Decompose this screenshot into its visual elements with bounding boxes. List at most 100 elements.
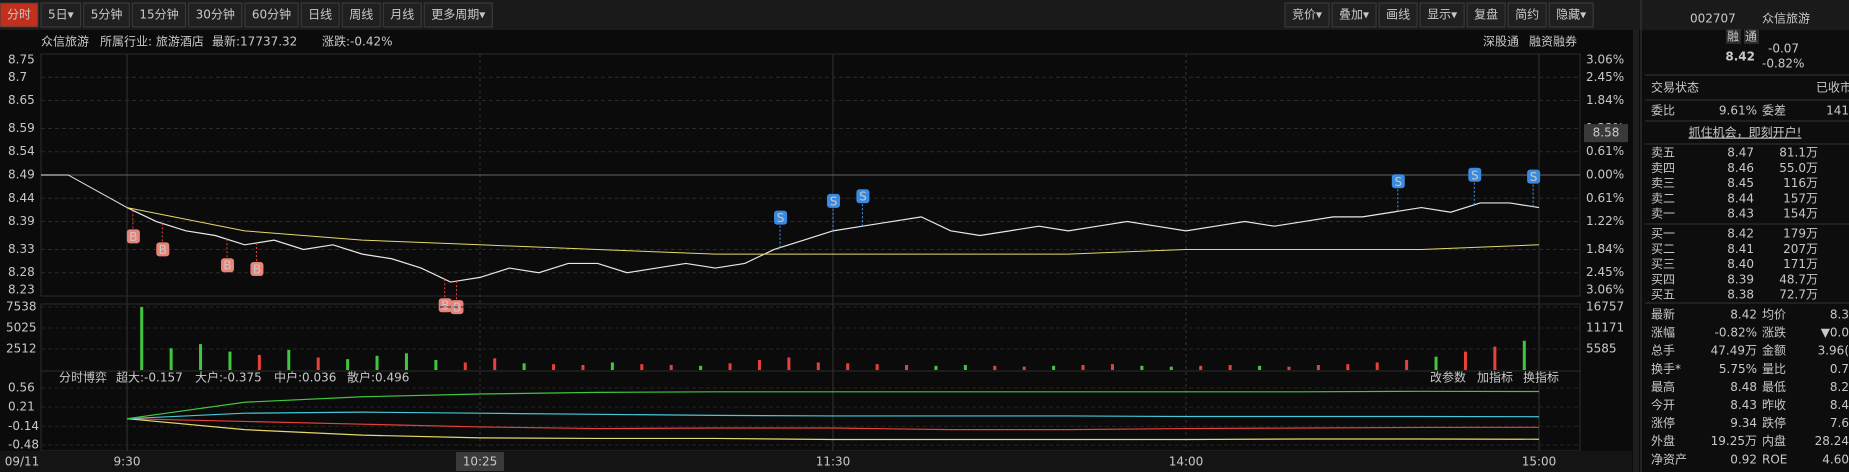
flow-button[interactable]: 换指标 — [1523, 370, 1559, 385]
tab[interactable] — [1419, 2, 1465, 28]
tab-label[interactable]: 月线 — [390, 8, 414, 22]
book-volume: 81.1万 — [1779, 146, 1818, 160]
tab[interactable] — [1548, 2, 1594, 28]
stat-label: 今开 — [1651, 397, 1675, 412]
tab[interactable] — [40, 2, 82, 28]
link[interactable]: 融资融券 — [1529, 34, 1577, 49]
volume-bar — [1228, 364, 1232, 370]
time-label: 9:30 — [114, 455, 141, 469]
tab[interactable] — [1378, 2, 1418, 28]
tab-label[interactable]: 5分钟 — [91, 7, 123, 22]
flow-button[interactable]: 加指标 — [1477, 370, 1513, 385]
avg-line — [126, 207, 1540, 255]
tab-label[interactable]: 显示▾ — [1427, 8, 1457, 22]
volume-bar — [757, 359, 761, 370]
tab[interactable] — [0, 2, 39, 28]
link[interactable]: 深股通 — [1483, 35, 1519, 49]
cursor-label: 8.58 — [1593, 126, 1620, 140]
price-tick-label: 8.49 — [8, 168, 35, 182]
book-volume: 48.7万 — [1779, 272, 1818, 286]
volume-bar — [581, 364, 585, 370]
tab[interactable] — [1507, 2, 1547, 28]
index-latest: 最新:17737.32 — [212, 34, 297, 49]
tab-label[interactable]: 竞价▾ — [1292, 8, 1322, 22]
tab-label[interactable]: 复盘 — [1474, 7, 1498, 22]
flow-legend: 超大:-0.157 — [116, 370, 183, 385]
scroll-strip — [1633, 30, 1639, 472]
volume-bar — [1346, 364, 1350, 370]
volume-right-tick-label: 16757 — [1586, 300, 1624, 314]
volume-bar — [434, 359, 438, 370]
status: 已收市 — [1816, 80, 1849, 95]
tab[interactable] — [244, 2, 299, 28]
stat-value: 0.7 — [1830, 362, 1849, 376]
status-label: 交易状态 — [1651, 80, 1699, 95]
time-axis-bg — [0, 451, 1632, 472]
tab[interactable] — [1331, 2, 1377, 28]
stat-label: 内盘 — [1762, 433, 1786, 448]
trade-marker-label: S — [859, 190, 867, 204]
promo[interactable]: 抓住机会，即刻开户! — [1689, 125, 1802, 140]
flow-legend: 中户:0.036 — [274, 370, 336, 385]
stat-label: 量比 — [1762, 362, 1786, 376]
book-price: 8.47 — [1727, 146, 1754, 160]
flow-tick-label: -0.48 — [8, 438, 39, 452]
tab[interactable] — [1284, 2, 1330, 28]
tab-label[interactable]: 更多周期▾ — [431, 8, 485, 22]
prev-close-segment — [41, 174, 128, 209]
book-label: 买五 — [1651, 288, 1675, 302]
volume-bar — [287, 349, 291, 370]
pct-tick-label: 0.00% — [1586, 168, 1624, 182]
flow-line — [126, 418, 1540, 431]
book-volume: 207万 — [1783, 242, 1818, 256]
tab-label[interactable]: 隐藏▾ — [1556, 8, 1586, 22]
volume-right-tick-label: 11171 — [1586, 321, 1624, 335]
stat-label: 昨收 — [1762, 398, 1786, 412]
price-tick-label: 8.39 — [8, 214, 35, 228]
stat-value: ▼0.0 — [1821, 326, 1849, 340]
tab-label[interactable]: 60分钟 — [252, 7, 291, 22]
volume-bar — [375, 355, 379, 370]
stat-label: 涨跌 — [1762, 325, 1786, 340]
book-label: 买一 — [1651, 227, 1675, 241]
pct-tick-label: 1.22% — [1586, 214, 1624, 228]
index-change: 涨跌:-0.42% — [322, 34, 393, 49]
trade-marker — [221, 258, 235, 273]
tab[interactable] — [341, 2, 381, 28]
flow-tick-label: 0.21 — [8, 400, 35, 414]
stat-value: 8.4 — [1830, 398, 1849, 412]
tab[interactable] — [188, 2, 243, 28]
tab[interactable] — [382, 2, 422, 28]
book-price: 8.39 — [1727, 272, 1754, 286]
trade-marker — [856, 189, 870, 204]
volume-bar — [1022, 366, 1026, 370]
tab-label[interactable]: 简约 — [1515, 7, 1539, 22]
volume-bar — [552, 364, 556, 370]
tab-label[interactable]: 5日▾ — [48, 8, 74, 22]
tab[interactable] — [300, 2, 340, 28]
time-label: 09/11 — [5, 455, 40, 469]
trade-marker-label: B — [223, 259, 231, 273]
trade-marker — [774, 210, 788, 225]
stock-code: 002707 — [1690, 12, 1736, 26]
tab-label[interactable]: 周线 — [349, 8, 373, 22]
tab-label[interactable]: 日线 — [308, 8, 332, 22]
book-volume: 179万 — [1783, 227, 1818, 241]
tab[interactable] — [131, 2, 187, 28]
tab-label[interactable]: 15分钟 — [139, 7, 178, 22]
tab[interactable] — [1466, 2, 1506, 28]
tab-label[interactable]: 30分钟 — [196, 7, 235, 22]
tab-label[interactable]: 分时 — [7, 8, 31, 22]
flow-button[interactable]: 改参数 — [1430, 370, 1466, 385]
chart-bg — [0, 30, 1641, 472]
volume-bar — [346, 359, 350, 370]
book-volume: 157万 — [1783, 191, 1818, 205]
book-volume: 116万 — [1783, 176, 1818, 190]
tab[interactable] — [83, 2, 130, 28]
tab[interactable] — [423, 2, 493, 28]
stock-name: 众信旅游 — [1762, 12, 1810, 26]
tab-label[interactable]: 叠加▾ — [1339, 8, 1369, 22]
tab-label[interactable]: 画线 — [1386, 8, 1410, 22]
